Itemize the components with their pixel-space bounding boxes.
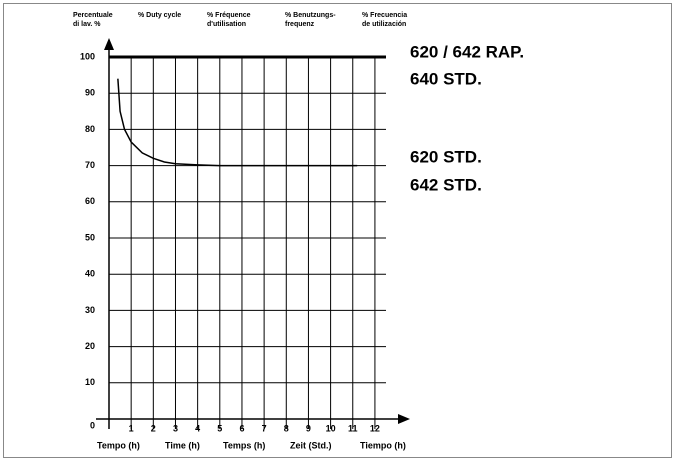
frame [3, 3, 672, 458]
y-tick-label: 50 [85, 232, 95, 242]
x-tick-label: 7 [262, 423, 267, 433]
series-label: 642 STD. [410, 175, 482, 194]
x-tick-label: 6 [239, 423, 244, 433]
x-tick-label: 12 [370, 423, 380, 433]
line [117, 78, 358, 167]
x-tick-label: 10 [326, 423, 336, 433]
y-axis-label: % Frecuencia [362, 12, 407, 19]
y-tick-label: 20 [85, 341, 95, 351]
x-tick-label: 4 [195, 423, 200, 433]
y-axis-label: di lav. % [73, 21, 101, 28]
y-axis-label: d'utilisation [207, 21, 246, 28]
y-tick-label: 100 [80, 51, 95, 61]
series-label: 640 STD. [410, 69, 482, 88]
x-axis-label: Temps (h) [223, 440, 265, 450]
y-axis-label: % Duty cycle [138, 12, 181, 19]
x-arrow [398, 414, 410, 424]
y-tick-label: 10 [85, 377, 95, 387]
y-axis-label: % Fréquence [207, 12, 251, 19]
y-tick-label: 70 [85, 160, 95, 170]
y-tick-label: 80 [85, 124, 95, 134]
x-axis-label: Tempo (h) [97, 440, 140, 450]
x-tick-label: 11 [348, 423, 358, 433]
series-label: 620 / 642 RAP. [410, 42, 524, 61]
x-tick-label: 3 [173, 423, 178, 433]
x-tick-label: 5 [217, 423, 222, 433]
x-axis-label: Zeit (Std.) [290, 440, 332, 450]
y-tick-label: 30 [85, 305, 95, 315]
x-tick-label: 9 [306, 423, 311, 433]
y-axis-label: de utilización [362, 21, 406, 28]
x-tick-label: 1 [129, 423, 134, 433]
y-tick-label: 90 [85, 88, 95, 98]
x-axis-label: Time (h) [165, 440, 200, 450]
series-label: 620 STD. [410, 147, 482, 166]
y-tick-label: 0 [90, 420, 95, 430]
x-tick-label: 8 [284, 423, 289, 433]
y-axis-label: % Benutzungs- [285, 12, 336, 19]
x-tick-label: 2 [151, 423, 156, 433]
y-tick-label: 40 [85, 269, 95, 279]
y-axis-label: Percentuale [73, 12, 113, 19]
y-axis-label: frequenz [285, 21, 315, 28]
y-tick-label: 60 [85, 196, 95, 206]
y-arrow [104, 38, 114, 50]
x-axis-label: Tiempo (h) [360, 440, 406, 450]
